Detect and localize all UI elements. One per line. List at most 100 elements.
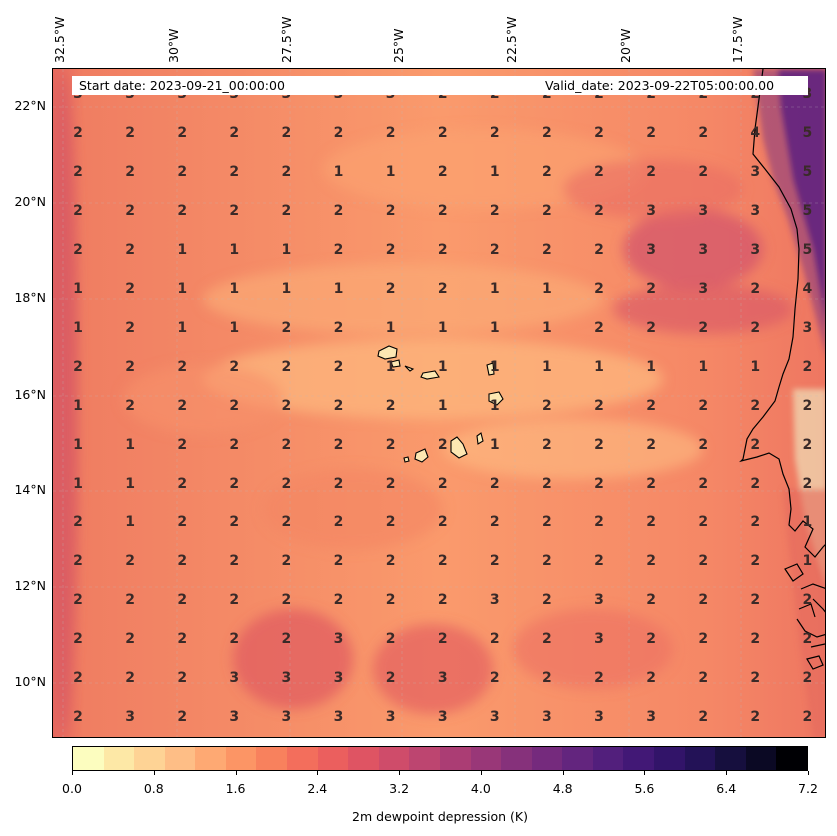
colorbar-label: 2m dewpoint depression (K) [352,809,528,824]
grid-value: 2 [385,280,396,297]
grid-value: 2 [750,553,761,570]
grid-value: 2 [281,553,292,570]
grid-value: 2 [750,631,761,648]
grid-value: 2 [698,475,709,492]
grid-value: 2 [698,436,709,453]
info-banner [72,76,808,95]
grid-value: 2 [333,514,344,531]
grid-value: 2 [646,163,656,180]
grid-value: 2 [73,631,83,648]
grid-value: 2 [437,436,448,453]
grid-value: 2 [594,436,604,453]
grid-value: 2 [281,631,292,648]
grid-value: 2 [281,514,292,531]
grid-value: 2 [333,553,344,570]
grid-value: 2 [385,397,396,414]
colorbar [72,746,808,771]
grid-value: 2 [125,592,135,609]
colorbar-segment [287,747,318,770]
grid-value: 3 [281,709,292,726]
grid-value: 2 [750,592,761,609]
grid-value: 2 [594,280,604,297]
grid-value: 2 [542,592,552,609]
grid-value: 1 [73,319,83,336]
grid-value: 2 [542,436,552,453]
grid-value: 3 [437,670,448,687]
grid-value: 1 [385,163,396,180]
grid-value: 2 [125,124,135,141]
grid-value: 2 [489,475,500,492]
colorbar-segment [470,747,502,770]
grid-value: 1 [229,280,240,297]
grid-value: 1 [437,358,448,375]
grid-value: 2 [385,124,396,141]
longitude-label: 17.5°W [730,16,745,63]
grid-value: 2 [177,631,188,648]
grid-value: 2 [125,358,135,375]
colorbar-segment [501,747,532,770]
grid-value: 2 [437,280,448,297]
grid-value: 2 [281,436,292,453]
dewpoint-field-map [53,69,825,737]
grid-value: 2 [646,124,656,141]
grid-value: 2 [437,163,448,180]
grid-value: 2 [646,436,656,453]
grid-value: 2 [385,436,396,453]
grid-value: 2 [489,514,500,531]
grid-value: 2 [177,202,188,219]
grid-value: 2 [489,124,500,141]
grid-value: 2 [802,670,813,687]
grid-value: 2 [698,631,709,648]
grid-value: 2 [229,475,240,492]
grid-value: 2 [750,280,761,297]
grid-value: 2 [542,631,552,648]
latitude-label: 12°N [14,578,46,593]
grid-value: 2 [698,670,709,687]
grid-value: 4 [802,280,813,297]
map-panel [52,68,826,738]
grid-value: 2 [489,202,500,219]
grid-value: 2 [594,163,604,180]
island-sao-nicolau [420,370,440,380]
colorbar-segment [684,747,716,770]
latitude-label: 20°N [14,194,46,209]
grid-value: 2 [646,592,656,609]
grid-value: 3 [750,202,761,219]
grid-value: 1 [177,241,188,258]
grid-value: 2 [333,592,344,609]
grid-value: 2 [542,514,552,531]
grid-value: 2 [177,475,188,492]
grid-value: 2 [698,319,709,336]
grid-value: 2 [333,475,344,492]
grid-value: 3 [385,709,396,726]
latitude-label: 18°N [14,290,46,305]
colorbar-segment [531,747,563,770]
grid-value: 2 [229,397,240,414]
grid-value: 2 [385,202,396,219]
grid-value: 2 [229,553,240,570]
grid-value: 1 [229,241,240,258]
colorbar-tick-label: 3.2 [389,781,410,796]
colorbar-segment [317,747,349,770]
grid-value: 2 [333,124,344,141]
grid-value: 5 [802,241,813,258]
grid-value: 2 [229,163,240,180]
grid-value: 2 [802,358,813,375]
grid-value: 2 [437,553,448,570]
grid-value: 2 [594,397,604,414]
grid-value: 2 [281,475,292,492]
grid-value: 2 [229,631,240,648]
colorbar-tick-label: 7.2 [798,781,818,796]
grid-value: 3 [489,709,500,726]
colorbar-segment [164,747,196,770]
grid-value: 1 [385,358,396,375]
colorbar-tick-mark [399,771,401,775]
grid-value: 1 [489,280,500,297]
grid-value: 2 [333,202,344,219]
grid-value: 2 [125,319,135,336]
island-brava [403,456,410,463]
grid-value: 2 [73,163,83,180]
colorbar-tick-label: 0.8 [143,781,164,796]
island-sal [486,362,495,376]
grid-value: 2 [802,631,813,648]
